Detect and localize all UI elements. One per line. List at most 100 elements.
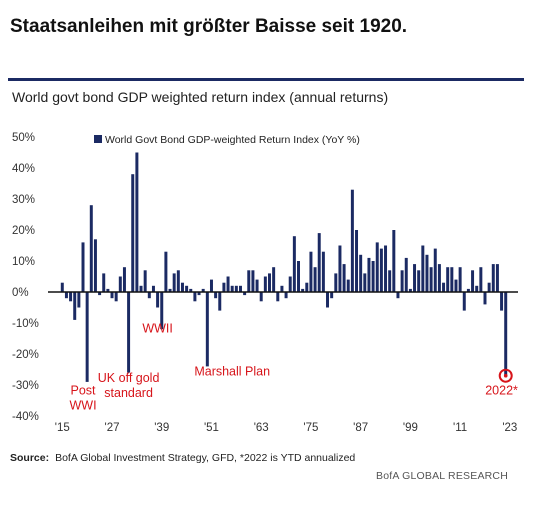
x-tick-label: '27 <box>105 422 120 434</box>
bar-chart: 50% 40% 30% 20% 10% 0% -10% -20% -30% -40% '15 '27 '… <box>12 132 518 434</box>
data-bar <box>143 270 147 292</box>
data-bar <box>297 261 300 292</box>
source-label: Source: <box>10 452 50 464</box>
data-bar <box>243 292 247 296</box>
data-bar <box>151 285 155 292</box>
data-bar <box>106 288 110 292</box>
data-bar <box>388 270 392 292</box>
data-bar <box>321 251 325 292</box>
data-bar <box>276 292 280 302</box>
data-bar <box>404 257 408 292</box>
data-bar <box>483 292 487 305</box>
data-bar <box>81 242 85 292</box>
data-bar <box>272 267 276 292</box>
data-bar <box>234 285 238 292</box>
data-bar <box>446 267 450 292</box>
x-tick-label: '63 <box>254 422 269 434</box>
data-bar <box>263 276 267 292</box>
y-tick-label: 0% <box>12 287 29 299</box>
data-bar <box>313 267 317 292</box>
data-bar <box>193 292 197 302</box>
data-bar <box>164 251 168 292</box>
x-tick-label: '99 <box>403 422 418 434</box>
data-bar <box>292 236 296 292</box>
chart-annotation: WWII <box>142 321 173 335</box>
data-bar <box>437 264 441 292</box>
data-bar <box>160 292 164 330</box>
data-bar <box>230 285 234 292</box>
data-bar <box>462 292 466 311</box>
data-bar <box>218 292 222 311</box>
credit-line: BofA GLOBAL RESEARCH <box>376 470 508 482</box>
chart-annotation: Post <box>71 383 97 397</box>
highlight-circle <box>498 368 513 383</box>
x-tick-label: '87 <box>353 422 368 434</box>
data-bar <box>135 152 139 292</box>
data-bar <box>147 292 151 299</box>
data-bar <box>114 292 118 302</box>
y-tick-label: 30% <box>12 194 35 206</box>
data-bar <box>89 205 93 292</box>
data-bar <box>69 292 73 302</box>
data-bar <box>421 245 425 292</box>
legend-label: World Govt Bond GDP-weighted Return Inde… <box>105 134 360 146</box>
y-tick-label: 40% <box>12 163 35 175</box>
legend-swatch <box>94 135 102 143</box>
data-bar <box>122 267 126 292</box>
page-headline: Staatsanleihen mit größter Baisse seit 1… <box>10 16 408 37</box>
data-bar <box>458 267 462 292</box>
data-bar <box>280 285 284 292</box>
data-bar <box>487 282 491 292</box>
data-bar <box>168 288 172 292</box>
data-bar <box>479 267 483 292</box>
y-tick-label: 10% <box>12 256 35 268</box>
data-bar <box>413 264 417 292</box>
data-bar <box>379 248 383 292</box>
data-bar <box>454 279 458 292</box>
data-bar <box>504 292 508 376</box>
data-bar <box>251 270 255 292</box>
data-bar <box>355 230 359 292</box>
data-bar <box>425 254 429 292</box>
data-bar <box>442 282 446 292</box>
x-tick-label: '51 <box>204 422 219 434</box>
data-bar <box>156 292 160 308</box>
data-bar <box>268 273 271 292</box>
data-bar <box>85 292 89 382</box>
data-bar <box>317 233 321 292</box>
y-tick-label: -20% <box>12 349 39 361</box>
data-bar <box>417 270 421 292</box>
data-bar <box>226 276 230 292</box>
data-bar <box>350 189 354 292</box>
data-bar <box>201 288 205 292</box>
chart-annotation: UK off gold <box>98 371 160 385</box>
data-bar <box>197 292 201 296</box>
chart-annotation: standard <box>104 386 153 400</box>
data-bar <box>185 285 189 292</box>
data-bar <box>491 264 495 292</box>
chart-annotation: Marshall Plan <box>194 365 270 379</box>
data-bar <box>367 257 371 292</box>
data-bar <box>342 264 346 292</box>
data-bar <box>450 267 454 292</box>
chart-annotation: WWI <box>69 398 96 412</box>
data-bar <box>180 282 184 292</box>
data-bar <box>172 273 176 292</box>
data-bar <box>77 292 81 308</box>
data-bar <box>338 245 342 292</box>
data-bar <box>118 276 122 292</box>
data-bar <box>127 292 131 373</box>
data-bar <box>139 285 143 292</box>
data-bar <box>73 292 77 320</box>
data-bar <box>330 292 334 299</box>
data-bar <box>471 270 475 292</box>
data-bar <box>334 273 338 292</box>
data-bar <box>110 292 114 299</box>
data-bar <box>176 270 180 292</box>
data-bar <box>363 273 367 292</box>
data-bar <box>284 292 288 299</box>
x-tick-label: '39 <box>154 422 169 434</box>
source-note: Source: BofA Global Investment Strategy, … <box>10 452 355 464</box>
data-bar <box>98 292 102 296</box>
y-tick-label: 20% <box>12 225 35 237</box>
